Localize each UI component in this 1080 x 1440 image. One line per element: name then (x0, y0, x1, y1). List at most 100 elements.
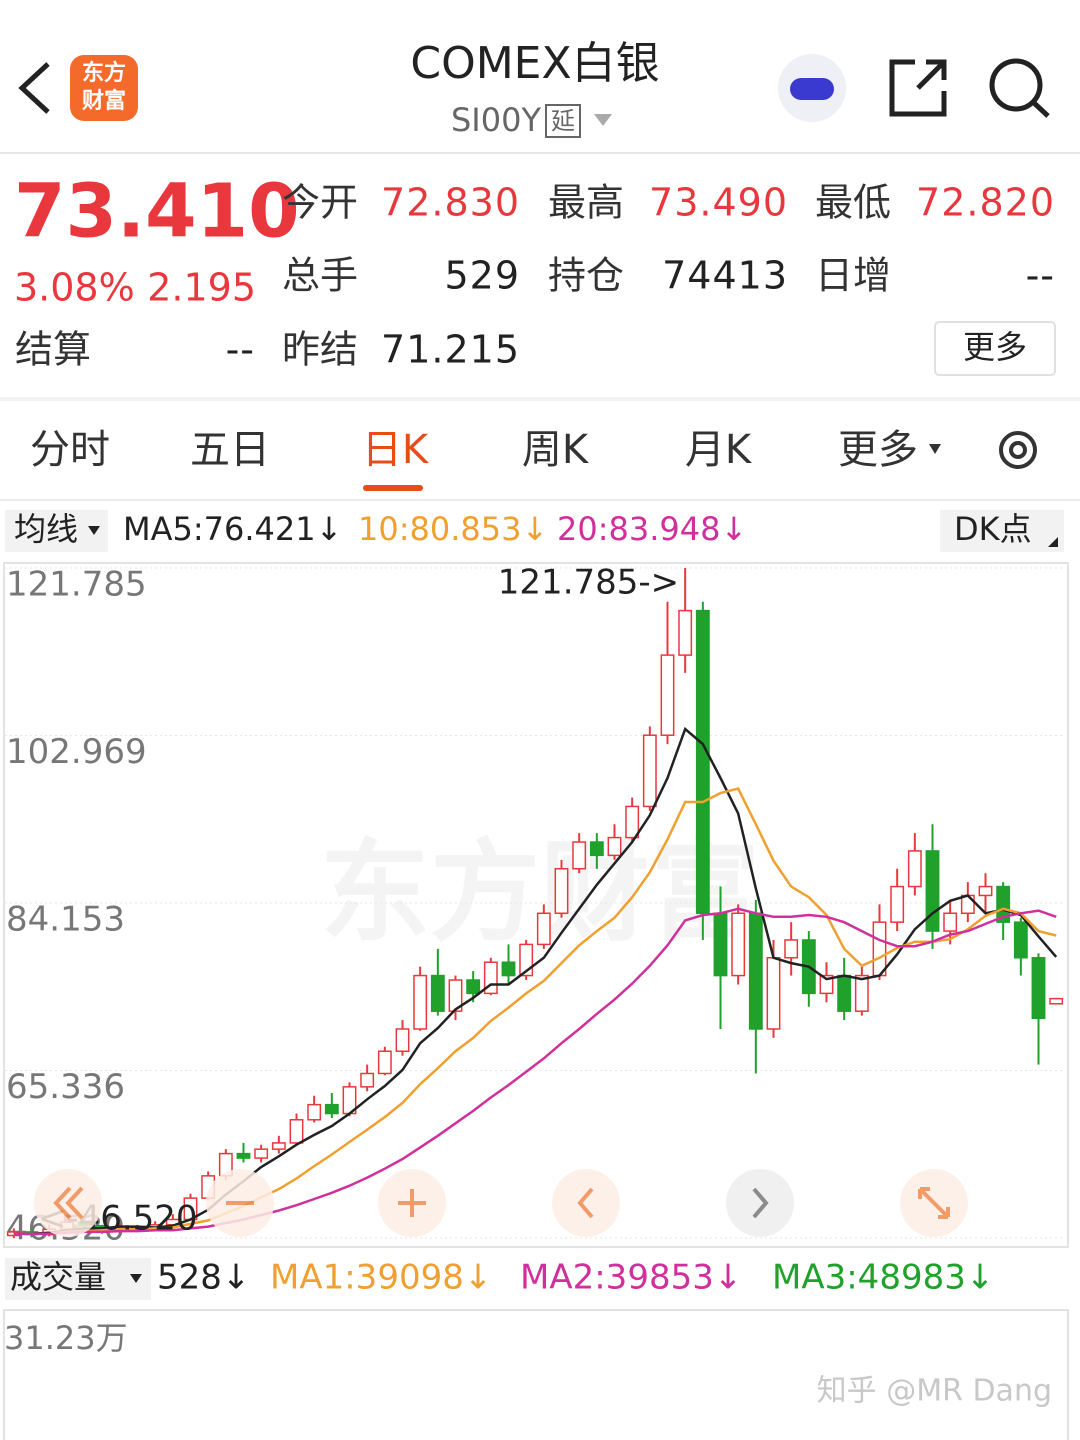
volume-select[interactable] (5, 1258, 151, 1300)
indicator-arrow (88, 526, 100, 535)
dk-button[interactable] (940, 510, 1064, 552)
tag: 延 (551, 107, 575, 135)
dk-corner (1048, 537, 1058, 547)
candle-body (572, 841, 587, 870)
candle-body (1013, 921, 1028, 959)
prev-button[interactable] (552, 1169, 620, 1237)
candle-body (943, 912, 958, 932)
active-tab-indicator (363, 485, 423, 491)
icon (577, 1187, 594, 1219)
field-value: 72.830 (381, 181, 520, 225)
candle-body (501, 961, 516, 977)
candle-body (607, 836, 622, 857)
candle-body (837, 974, 852, 1012)
field-label: 日增 (815, 254, 891, 298)
candle-body (536, 912, 551, 946)
y-tick-label: 121.785 (6, 565, 147, 605)
back-button[interactable] (18, 62, 50, 114)
candle-body (236, 1152, 251, 1159)
more-text: 更多 (963, 328, 1027, 366)
candle-body (925, 850, 940, 932)
settings-button[interactable] (999, 431, 1037, 469)
share-button[interactable] (889, 59, 947, 117)
field-value: 73.490 (649, 181, 788, 225)
chart-frame (3, 562, 1069, 1248)
candle-body (872, 921, 887, 977)
search-button[interactable] (989, 58, 1043, 112)
candle-body (430, 974, 445, 1012)
candle-body (642, 734, 657, 808)
field-label: 最高 (548, 181, 624, 225)
settings-center (1009, 441, 1027, 459)
tab[interactable]: 日K (362, 427, 430, 473)
y-tick-label: 84.153 (6, 899, 125, 939)
field-value: 529 (444, 254, 520, 298)
candle-body (890, 885, 905, 923)
code: SI00Y (451, 101, 541, 139)
y-tick-label: 65.336 (6, 1067, 125, 1107)
field-label: 结算 (15, 328, 91, 372)
candle-body (819, 974, 834, 995)
logo (70, 55, 138, 121)
price: 73.410 (14, 169, 300, 255)
candle-body (589, 841, 604, 857)
candle-body (766, 957, 781, 1030)
volume-arrow (130, 1274, 142, 1283)
candle-body (395, 1028, 410, 1052)
ma20-label: 20:83.948↓ (557, 510, 747, 548)
candle-body (854, 974, 869, 1012)
divider (0, 397, 1080, 401)
chart-controls (34, 1169, 968, 1237)
candle-body (784, 939, 799, 959)
y-tick-label: 102.969 (6, 732, 147, 772)
search-handle (1031, 100, 1050, 118)
tab-more-arrow (929, 444, 941, 454)
candle-body (978, 885, 993, 897)
dk-label: DK点 (954, 510, 1032, 548)
tab[interactable]: 五日 (190, 427, 270, 473)
logo-text: 东方 (82, 60, 126, 86)
ma-line (13, 907, 1057, 1235)
candle-body (907, 850, 922, 888)
volume-ma1: MA1:39098↓ (270, 1258, 492, 1298)
field-value: 74413 (662, 254, 788, 298)
candle-body (996, 885, 1011, 923)
candle-body (254, 1148, 269, 1159)
watermark: 知乎 @MR Dang (817, 1374, 1052, 1409)
tab[interactable]: 更多 (838, 427, 918, 473)
volume-ma3: MA3:48983↓ (772, 1258, 994, 1298)
candle-body (289, 1119, 304, 1144)
max-label: 121.785-> (498, 563, 679, 603)
candle-body (713, 912, 728, 977)
field-label: 今开 (282, 181, 358, 225)
candle-body (660, 654, 675, 736)
field-label: 最低 (815, 181, 891, 225)
candle-body (324, 1103, 339, 1115)
title: COMEX白银 (410, 38, 659, 89)
candle-body (554, 868, 569, 915)
icon (398, 1189, 426, 1217)
tag-box (545, 104, 581, 138)
candle-body (748, 912, 763, 1030)
tab[interactable]: 周K (522, 427, 590, 473)
icon (752, 1187, 769, 1219)
candle-body (413, 974, 428, 1030)
robot-face (790, 78, 834, 100)
field-value: -- (1026, 254, 1055, 298)
indicator-select[interactable] (5, 510, 108, 552)
next-button[interactable] (726, 1169, 794, 1237)
field-value: 72.820 (916, 181, 1055, 225)
more-button[interactable] (934, 321, 1056, 376)
tab[interactable]: 分时 (30, 427, 110, 473)
ma10-label: 10:80.853↓ (358, 510, 548, 548)
field-label: 持仓 (548, 254, 624, 298)
field-label: 总手 (282, 254, 358, 298)
volume-current: 528↓ (157, 1258, 250, 1298)
volume-top-label: 31.23万 (4, 1319, 128, 1357)
dropdown-arrow[interactable] (594, 114, 612, 126)
tab[interactable]: 月K (685, 427, 753, 473)
indicator: 均线 (14, 510, 78, 548)
candle-body (466, 979, 481, 995)
field-value: -- (226, 328, 255, 372)
